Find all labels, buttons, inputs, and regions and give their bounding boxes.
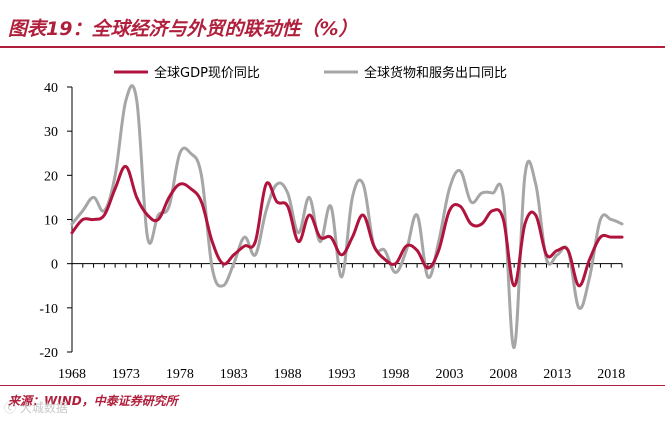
figure-title: 图表19：全球经济与外贸的联动性（%） (8, 18, 358, 40)
y-tick-label: 0 (51, 258, 58, 273)
y-tick-label: -10 (39, 302, 58, 317)
x-tick-labels: 1968 1973 1978 1983 1988 1993 1998 2003 2008 2013… (58, 367, 625, 382)
x-tick-label: 1968 (58, 367, 86, 382)
legend: 全球GDP现价同比 全球货物和服务出口同比 (114, 65, 507, 81)
y-tick-labels: -20 -10 0 10 20 30 40 (39, 81, 58, 361)
y-tick-label: -20 (39, 346, 58, 361)
x-tick-label: 2018 (597, 367, 625, 382)
x-tick-label: 2008 (489, 367, 517, 382)
source-divider (0, 385, 665, 386)
series-line-gdp (70, 165, 624, 288)
y-tick-label: 30 (44, 125, 58, 140)
y-tick-label: 20 (44, 169, 58, 184)
legend-item-trade-label: 全球货物和服务出口同比 (364, 65, 507, 81)
x-tick-label: 1983 (220, 367, 248, 382)
y-tick-label: 40 (44, 81, 58, 96)
watermark: ⓒ 大城数据 (4, 401, 68, 415)
x-tick-label: 1973 (112, 367, 140, 382)
x-tick-label: 2013 (543, 367, 571, 382)
legend-item-gdp-label: 全球GDP现价同比 (154, 65, 260, 81)
source-note: 来源：WIND，中泰证券研究所 (8, 394, 178, 408)
x-tick-label: 2003 (435, 367, 463, 382)
series-lines (70, 84, 624, 350)
title-divider (0, 46, 665, 48)
series-line-trade (70, 84, 624, 350)
x-tick-label: 1998 (382, 367, 410, 382)
y-tick-label: 10 (44, 214, 58, 229)
x-tick-label: 1993 (328, 367, 356, 382)
x-tick-label: 1978 (166, 367, 194, 382)
x-tick-label: 1988 (274, 367, 302, 382)
axes (67, 86, 623, 353)
